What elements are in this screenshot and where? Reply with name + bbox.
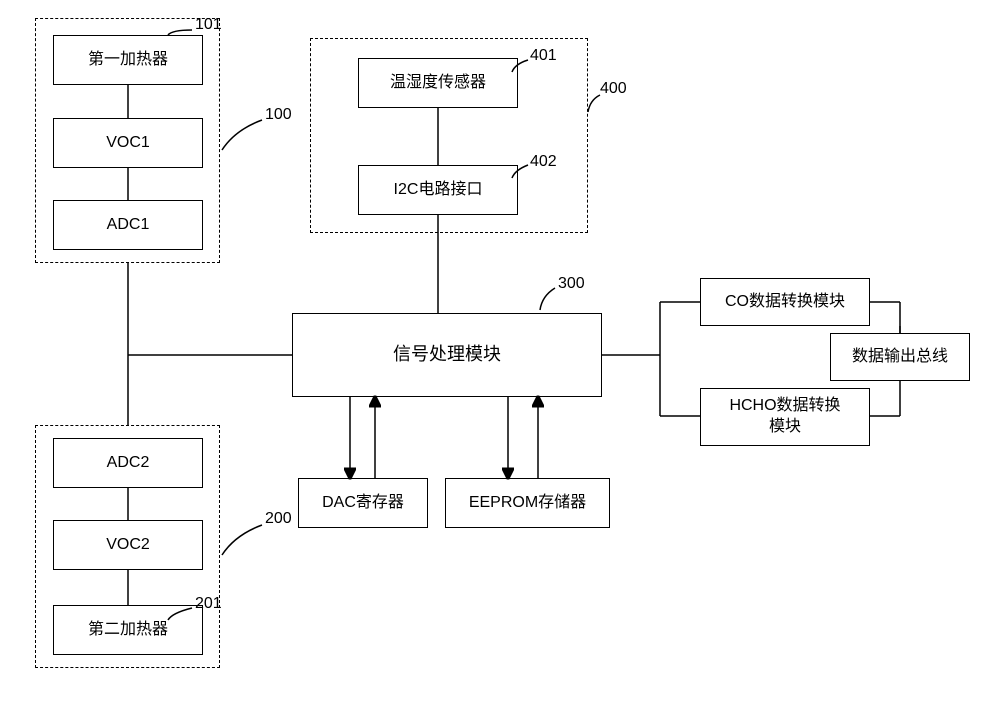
label-100: 100 — [265, 106, 292, 124]
box-eeprom: EEPROM存储器 — [445, 478, 610, 528]
box-temp-sensor: 温湿度传感器 — [358, 58, 518, 108]
box-voc2: VOC2 — [53, 520, 203, 570]
label-201: 201 — [195, 595, 222, 613]
box-heater2: 第二加热器 — [53, 605, 203, 655]
box-adc2: ADC2 — [53, 438, 203, 488]
box-adc1: ADC1 — [53, 200, 203, 250]
label-101: 101 — [195, 16, 222, 34]
box-i2c: I2C电路接口 — [358, 165, 518, 215]
box-hcho-conv: HCHO数据转换 模块 — [700, 388, 870, 446]
box-bus-out: 数据输出总线 — [830, 333, 970, 381]
box-heater1: 第一加热器 — [53, 35, 203, 85]
label-300: 300 — [558, 275, 585, 293]
box-co-conv: CO数据转换模块 — [700, 278, 870, 326]
box-dac: DAC寄存器 — [298, 478, 428, 528]
label-400: 400 — [600, 80, 627, 98]
label-200: 200 — [265, 510, 292, 528]
box-processor: 信号处理模块 — [292, 313, 602, 397]
label-401: 401 — [530, 47, 557, 65]
label-402: 402 — [530, 153, 557, 171]
box-voc1: VOC1 — [53, 118, 203, 168]
